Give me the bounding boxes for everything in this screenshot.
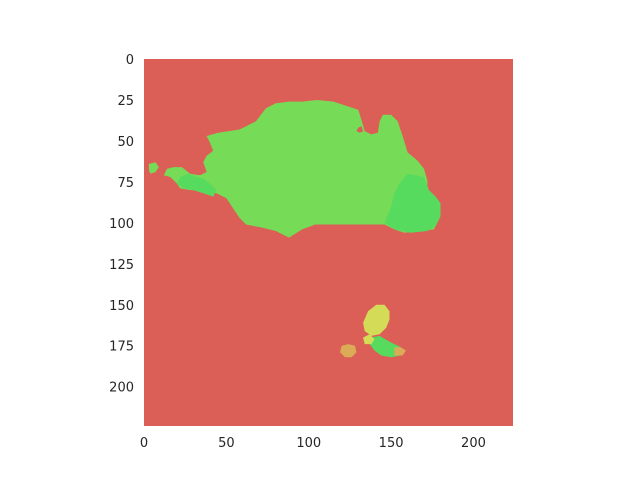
y-tick-label: 200 bbox=[109, 381, 134, 396]
y-axis: 0 25 50 75 100 125 150 175 200 bbox=[109, 53, 134, 396]
heatmap-region-yellow-5 bbox=[363, 304, 390, 336]
x-tick-label: 0 bbox=[140, 436, 148, 451]
heatmap-regions bbox=[148, 100, 441, 358]
y-tick-label: 25 bbox=[117, 94, 134, 109]
heatmap-region-green-1 bbox=[148, 162, 159, 174]
x-axis: 0 50 100 150 200 bbox=[140, 436, 486, 451]
heatmap-region-bright_green-3 bbox=[176, 173, 217, 197]
heatmap-region-yellow-7 bbox=[363, 334, 375, 345]
y-tick-label: 150 bbox=[109, 299, 134, 314]
y-tick-label: 0 bbox=[126, 53, 134, 68]
y-tick-label: 100 bbox=[109, 217, 134, 232]
x-tick-label: 50 bbox=[218, 436, 235, 451]
heatmap-region-background-4 bbox=[356, 126, 364, 133]
y-tick-label: 175 bbox=[109, 340, 134, 355]
heatmap-region-orange-9 bbox=[394, 347, 406, 356]
heatmap-region-bright_green-6 bbox=[369, 335, 401, 358]
y-tick-label: 50 bbox=[117, 135, 134, 150]
heatmap-region-orange-8 bbox=[340, 344, 357, 358]
x-tick-label: 200 bbox=[461, 436, 486, 451]
heatmap-plot-area bbox=[144, 59, 513, 426]
y-tick-label: 75 bbox=[117, 176, 134, 191]
x-tick-label: 150 bbox=[379, 436, 404, 451]
x-tick-label: 100 bbox=[296, 436, 321, 451]
heatmap-region-green-0 bbox=[163, 100, 439, 238]
heatmap-region-bright_green-2 bbox=[384, 173, 441, 233]
y-tick-label: 125 bbox=[109, 258, 134, 273]
